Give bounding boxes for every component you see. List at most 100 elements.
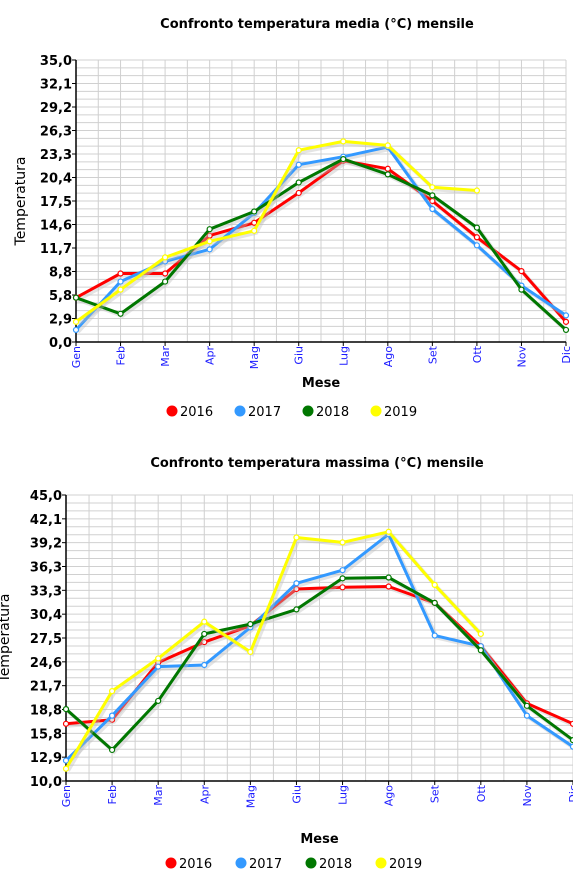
data-point-2019 [477, 630, 484, 638]
data-point-2017 [62, 757, 70, 764]
data-point-2018 [473, 224, 481, 231]
legend-marker-2017 [234, 405, 246, 417]
data-point-2018 [339, 575, 346, 582]
chart-temperatura-media: Confronto temperatura media (°C) mensile… [13, 17, 573, 420]
data-point-2017 [431, 632, 438, 639]
chart-title: Confronto temperatura media (°C) mensile [160, 17, 474, 32]
data-point-2017 [523, 712, 531, 719]
x-tick-label: Ott [475, 784, 488, 802]
series-line-2018 [75, 157, 568, 332]
data-point-2018 [117, 310, 124, 317]
data-point-2018 [385, 574, 392, 581]
data-point-2016 [385, 583, 392, 590]
y-tick-label: 35,0 [40, 54, 72, 69]
y-tick-label: 26,3 [40, 125, 72, 140]
chart-media-svg: Confronto temperatura media (°C) mensile… [13, 17, 573, 420]
data-point-2019 [339, 539, 346, 546]
legend-marker-2018 [305, 857, 317, 869]
y-tick-label: 2,9 [49, 313, 72, 328]
data-point-2019 [72, 318, 80, 325]
data-point-2016 [473, 234, 481, 241]
x-tick-label: Nov [521, 785, 534, 807]
data-point-2019 [384, 142, 391, 149]
series-line-2019 [75, 139, 478, 324]
data-point-2018 [293, 606, 300, 613]
legend-label-2016: 2016 [180, 405, 213, 420]
x-tick-label: Ott [471, 345, 484, 363]
data-point-2017 [155, 663, 162, 670]
data-point-2018 [384, 171, 391, 178]
legend-label-2018: 2018 [319, 857, 352, 872]
legend-label-2018: 2018 [316, 405, 349, 420]
data-point-2017 [201, 661, 208, 669]
legend-label-2017: 2017 [248, 405, 281, 420]
data-point-2018 [431, 599, 438, 606]
data-point-2018 [201, 630, 208, 638]
legend-marker-2019 [375, 857, 387, 869]
data-point-2018 [477, 647, 484, 654]
legend-marker-2019 [370, 405, 382, 417]
data-point-2018 [62, 705, 70, 713]
data-point-2019 [206, 238, 213, 245]
x-tick-label: Mag [248, 346, 261, 369]
data-point-2016 [569, 720, 573, 727]
x-tick-label: Feb [115, 346, 128, 365]
y-tick-label: 32,1 [40, 78, 72, 93]
data-point-2018 [247, 621, 254, 628]
data-point-2019 [155, 655, 162, 662]
series-line-2016 [75, 159, 568, 323]
data-point-2017 [295, 161, 302, 168]
legend-label-2017: 2017 [249, 857, 282, 872]
data-point-2019 [247, 648, 254, 655]
data-point-2018 [72, 294, 80, 301]
data-point-2017 [206, 246, 213, 253]
x-axis-label: Mese [302, 376, 340, 391]
x-tick-label: Ago [382, 346, 395, 368]
data-point-2019 [431, 581, 438, 588]
y-tick-label: 18,8 [30, 704, 62, 719]
data-point-2016 [161, 270, 169, 277]
y-axis-label: Temperatura [0, 594, 13, 684]
series-group [72, 138, 570, 334]
x-tick-label: Lug [337, 785, 350, 805]
data-point-2018 [562, 326, 570, 334]
legend-label-2016: 2016 [179, 857, 212, 872]
series-shadow-2016 [67, 586, 573, 728]
data-point-2019 [385, 528, 392, 535]
x-tick-label: Set [429, 784, 442, 803]
y-tick-label: 24,6 [30, 656, 62, 671]
y-tick-label: 11,7 [40, 242, 72, 257]
legend-label-2019: 2019 [389, 857, 422, 872]
x-tick-label: Ago [383, 785, 396, 807]
data-point-2016 [429, 197, 436, 205]
data-point-2017 [429, 205, 436, 213]
data-point-2017 [72, 326, 80, 334]
legend-marker-2018 [302, 405, 314, 417]
data-point-2016 [293, 585, 300, 593]
data-point-2018 [340, 156, 347, 163]
data-point-2019 [201, 618, 208, 625]
legend: 2016 2017 2018 2019 [165, 857, 422, 872]
grid [75, 59, 567, 343]
legend-marker-2016 [166, 405, 178, 417]
x-tick-label: Apr [198, 785, 211, 805]
y-tick-label: 10,0 [30, 775, 62, 790]
data-point-2016 [562, 318, 570, 325]
data-point-2018 [155, 697, 162, 705]
x-tick-label: Giu [290, 785, 303, 804]
data-point-2019 [161, 254, 169, 261]
y-tick-label: 33,3 [30, 584, 62, 599]
data-point-2018 [251, 208, 258, 215]
data-point-2016 [117, 270, 124, 277]
data-point-2017 [562, 312, 570, 319]
data-point-2018 [295, 179, 302, 186]
data-point-2016 [339, 584, 346, 591]
series-line-2018 [65, 576, 573, 752]
data-point-2019 [62, 765, 70, 772]
series-shadow-2019 [76, 141, 480, 326]
y-tick-label: 39,2 [30, 537, 62, 552]
series-shadow-2018 [77, 158, 570, 334]
series-line-2017 [74, 145, 567, 331]
data-point-2018 [161, 278, 169, 285]
data-point-2018 [523, 702, 531, 709]
